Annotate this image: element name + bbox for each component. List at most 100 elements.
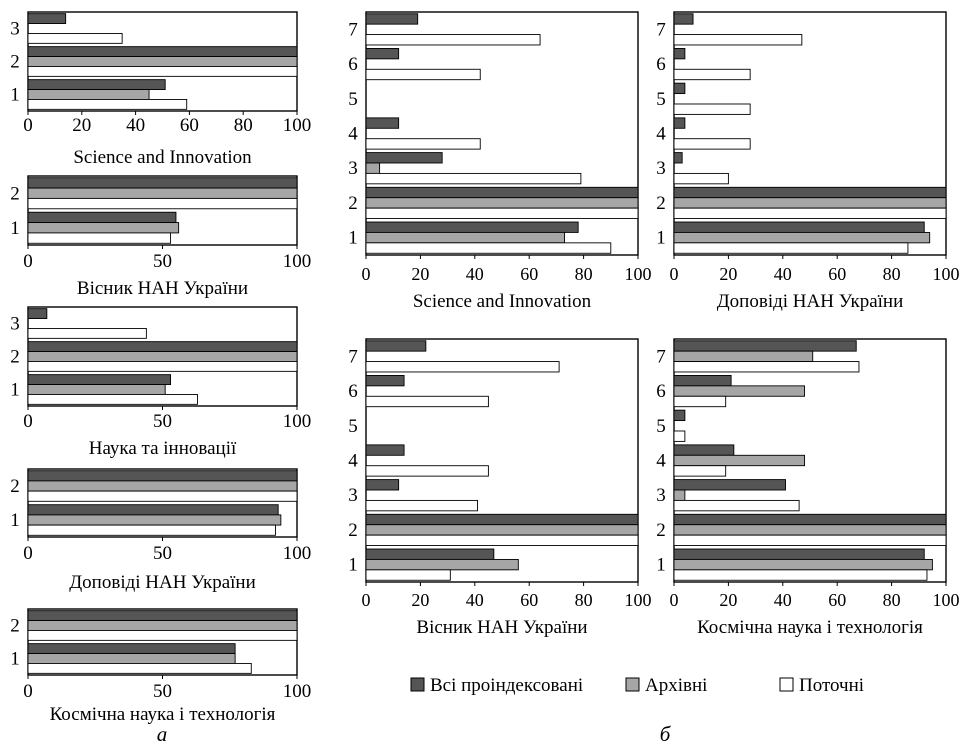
bar-all-cat-2 [673, 513, 947, 526]
chart-frame [365, 11, 639, 256]
x-tick-label: 50 [153, 681, 172, 702]
x-tick-label: 60 [520, 590, 538, 610]
x-tick-label: 0 [23, 543, 33, 564]
chart-panel-9: 1 2 3 4 5 6 7 0 20 40 60 80 100 Космічна наука і техн… [656, 338, 960, 638]
category-label: 1 [348, 555, 358, 576]
x-tick-label: 60 [828, 590, 846, 610]
bar-all-cat-1 [27, 211, 177, 224]
x-tick-label: 100 [933, 264, 960, 284]
bar-archive-cat-1 [27, 384, 166, 395]
category-label: 2 [348, 193, 358, 214]
chart-panel-8: 1 2 3 4 5 6 7 0 20 40 60 80 100 Вісник НАН України [348, 338, 652, 638]
bar-all-cat-6 [673, 375, 732, 387]
x-tick-label: 20 [719, 264, 737, 284]
category-label: 4 [348, 451, 358, 472]
bar-all-cat-6 [365, 48, 400, 60]
bar-archive-cat-1 [27, 653, 236, 664]
x-axis-label: Доповіді НАН України [717, 291, 904, 312]
bar-current-cat-2 [27, 490, 298, 502]
category-label: 6 [348, 54, 358, 75]
bar-all-cat-5 [673, 409, 686, 422]
bar-all-cat-5 [673, 82, 686, 95]
x-tick-label: 20 [411, 590, 429, 610]
category-label: 2 [656, 193, 666, 214]
bar-archive-cat-7 [673, 350, 814, 363]
x-tick-label: 100 [283, 681, 312, 702]
bar-all-cat-4 [673, 444, 735, 456]
bar-current-cat-3 [365, 172, 582, 185]
panel-label-b: б [660, 722, 672, 745]
category-label: 2 [10, 616, 20, 637]
bar-current-cat-2 [365, 207, 639, 219]
x-tick-label: 0 [23, 681, 33, 702]
bar-current-cat-6 [673, 395, 727, 408]
category-label: 1 [10, 218, 20, 239]
bar-all-cat-2 [365, 186, 639, 199]
bar-all-cat-2 [27, 177, 298, 189]
x-tick-label: 60 [828, 264, 846, 284]
bar-archive-cat-1 [365, 558, 519, 571]
bar-current-cat-4 [365, 465, 489, 477]
bar-all-cat-2 [27, 470, 298, 482]
x-tick-label: 80 [575, 590, 593, 610]
x-tick-label: 40 [466, 590, 484, 610]
category-label: 6 [348, 381, 358, 402]
category-label: 1 [10, 649, 20, 670]
bar-current-cat-3 [673, 172, 729, 185]
bar-current-cat-3 [365, 499, 478, 512]
x-tick-label: 20 [719, 590, 737, 610]
legend-label: Всі проіндексовані [430, 675, 583, 696]
bar-current-cat-3 [27, 33, 123, 44]
category-label: 1 [348, 228, 358, 249]
x-tick-label: 100 [283, 115, 312, 136]
legend-swatch [779, 677, 794, 692]
bar-all-cat-4 [365, 444, 405, 456]
bar-all-cat-7 [673, 13, 694, 25]
category-label: 7 [348, 346, 358, 367]
category-label: 3 [348, 158, 358, 179]
x-axis-label: Доповіді НАН України [69, 572, 256, 593]
category-label: 7 [656, 346, 666, 367]
bar-current-cat-1 [365, 569, 451, 581]
x-axis-label: Вісник НАН України [416, 617, 587, 638]
bar-all-cat-7 [365, 13, 419, 25]
legend-item: Архівні [625, 675, 707, 696]
category-label: 4 [656, 124, 666, 145]
bar-current-cat-6 [365, 68, 481, 81]
bar-current-cat-1 [27, 524, 276, 536]
bar-all-cat-3 [27, 308, 48, 319]
category-label: 5 [348, 416, 358, 437]
bar-current-cat-2 [27, 65, 298, 77]
x-axis-label: Наука та інновації [89, 438, 237, 459]
bar-current-cat-2 [27, 361, 298, 372]
category-label: 7 [656, 19, 666, 40]
bar-archive-cat-2 [365, 524, 639, 536]
category-label: 5 [348, 89, 358, 110]
category-label: 3 [656, 158, 666, 179]
bar-archive-cat-2 [27, 351, 298, 362]
bar-current-cat-2 [673, 207, 947, 219]
bar-current-cat-2 [27, 197, 298, 210]
chart-panel-5: 1 2 0 50 100 Космічна наука і технологія [10, 608, 312, 725]
x-tick-label: 100 [625, 590, 652, 610]
category-label: 3 [348, 485, 358, 506]
x-tick-label: 20 [72, 115, 91, 136]
x-tick-label: 60 [180, 115, 199, 136]
legend-swatch [410, 677, 425, 692]
bar-all-cat-7 [365, 340, 427, 352]
chart-panel-7: 1 2 3 4 5 6 7 0 20 40 60 80 100 Доповіді НАН України [656, 11, 960, 312]
bar-current-cat-4 [365, 138, 481, 150]
bar-archive-cat-2 [27, 56, 298, 67]
bar-all-cat-4 [365, 117, 400, 129]
x-tick-label: 0 [362, 264, 371, 284]
bar-all-cat-2 [27, 46, 298, 58]
bar-archive-cat-1 [27, 222, 180, 234]
category-label: 5 [656, 89, 666, 110]
bar-all-cat-1 [27, 374, 172, 385]
category-label: 2 [10, 347, 20, 368]
bar-archive-cat-3 [673, 489, 686, 501]
bar-all-cat-1 [365, 548, 495, 560]
bar-all-cat-3 [673, 152, 683, 164]
